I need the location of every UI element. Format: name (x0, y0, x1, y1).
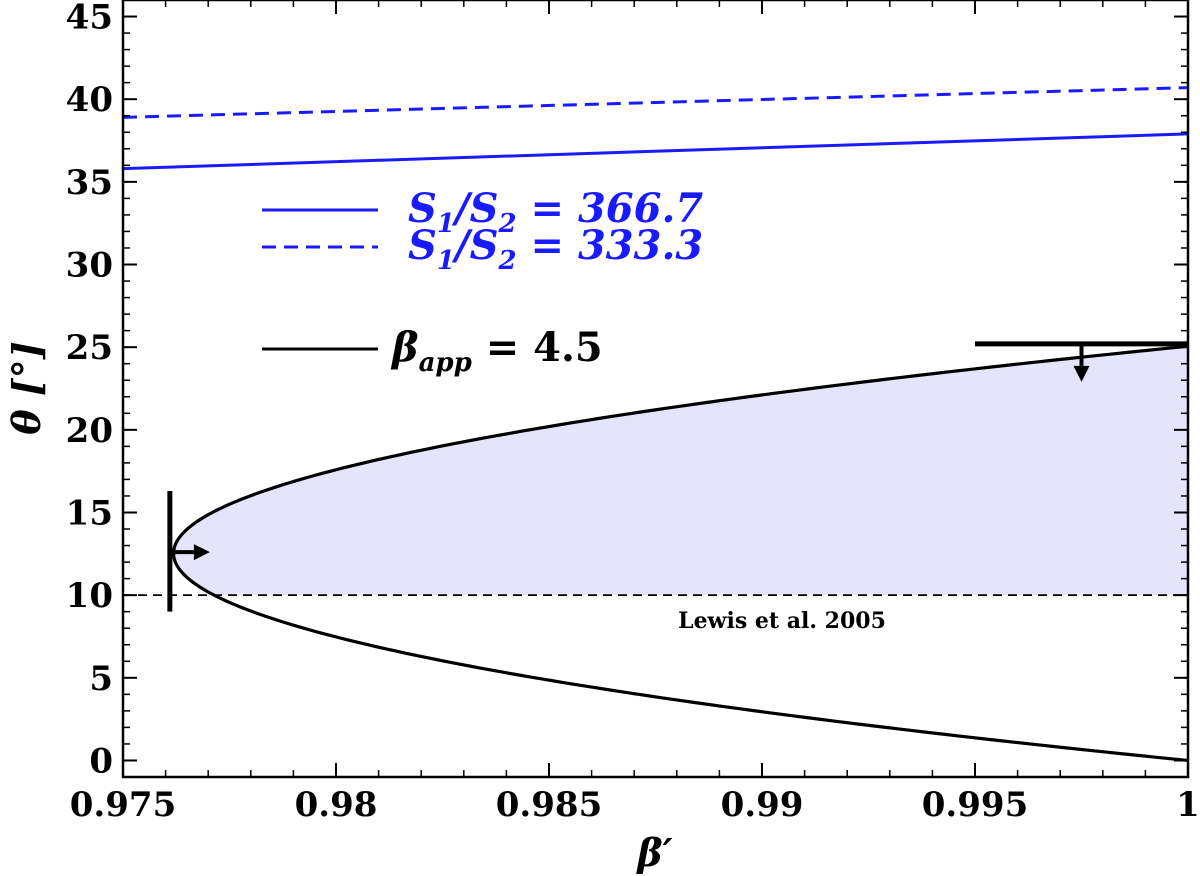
y-tick-label: 15 (66, 493, 113, 533)
x-tick-label: 0.995 (922, 785, 1028, 825)
y-tick-label: 0 (89, 741, 113, 781)
lower-limit-arrow-head (193, 544, 210, 561)
y-tick-label: 20 (66, 411, 113, 451)
y-tick-label: 35 (66, 163, 113, 203)
shaded-region (173, 346, 1188, 596)
x-tick-label: 0.985 (496, 785, 602, 825)
legend: S1/S2 = 366.7 S1/S2 = 333.3 βapp = 4.5 (262, 185, 703, 378)
legend-label-366: S1/S2 = 366.7 (408, 185, 703, 239)
y-tick-label: 45 (66, 0, 113, 38)
x-tick-label: 0.99 (721, 785, 804, 825)
y-tick-label: 10 (66, 576, 113, 616)
y-tick-label: 5 (89, 659, 113, 699)
x-axis-title: β′ (635, 830, 672, 875)
series-line-366 (123, 132, 1188, 171)
upper-limit-arrow-head (1073, 365, 1090, 382)
series-line-333 (123, 86, 1188, 119)
reference-line-label: Lewis et al. 2005 (678, 608, 886, 634)
legend-label-333: S1/S2 = 333.3 (408, 222, 703, 276)
y-tick-label: 25 (66, 328, 113, 368)
y-axis-title: θ [°] (4, 341, 49, 435)
legend-label-beta-app: βapp = 4.5 (390, 324, 603, 378)
x-tick-label: 1 (1176, 785, 1200, 825)
y-tick-label: 30 (66, 246, 113, 286)
y-tick-label: 40 (66, 80, 113, 120)
x-tick-label: 0.975 (70, 785, 176, 825)
plot-frame (121, 0, 1190, 779)
x-tick-label: 0.98 (295, 785, 378, 825)
